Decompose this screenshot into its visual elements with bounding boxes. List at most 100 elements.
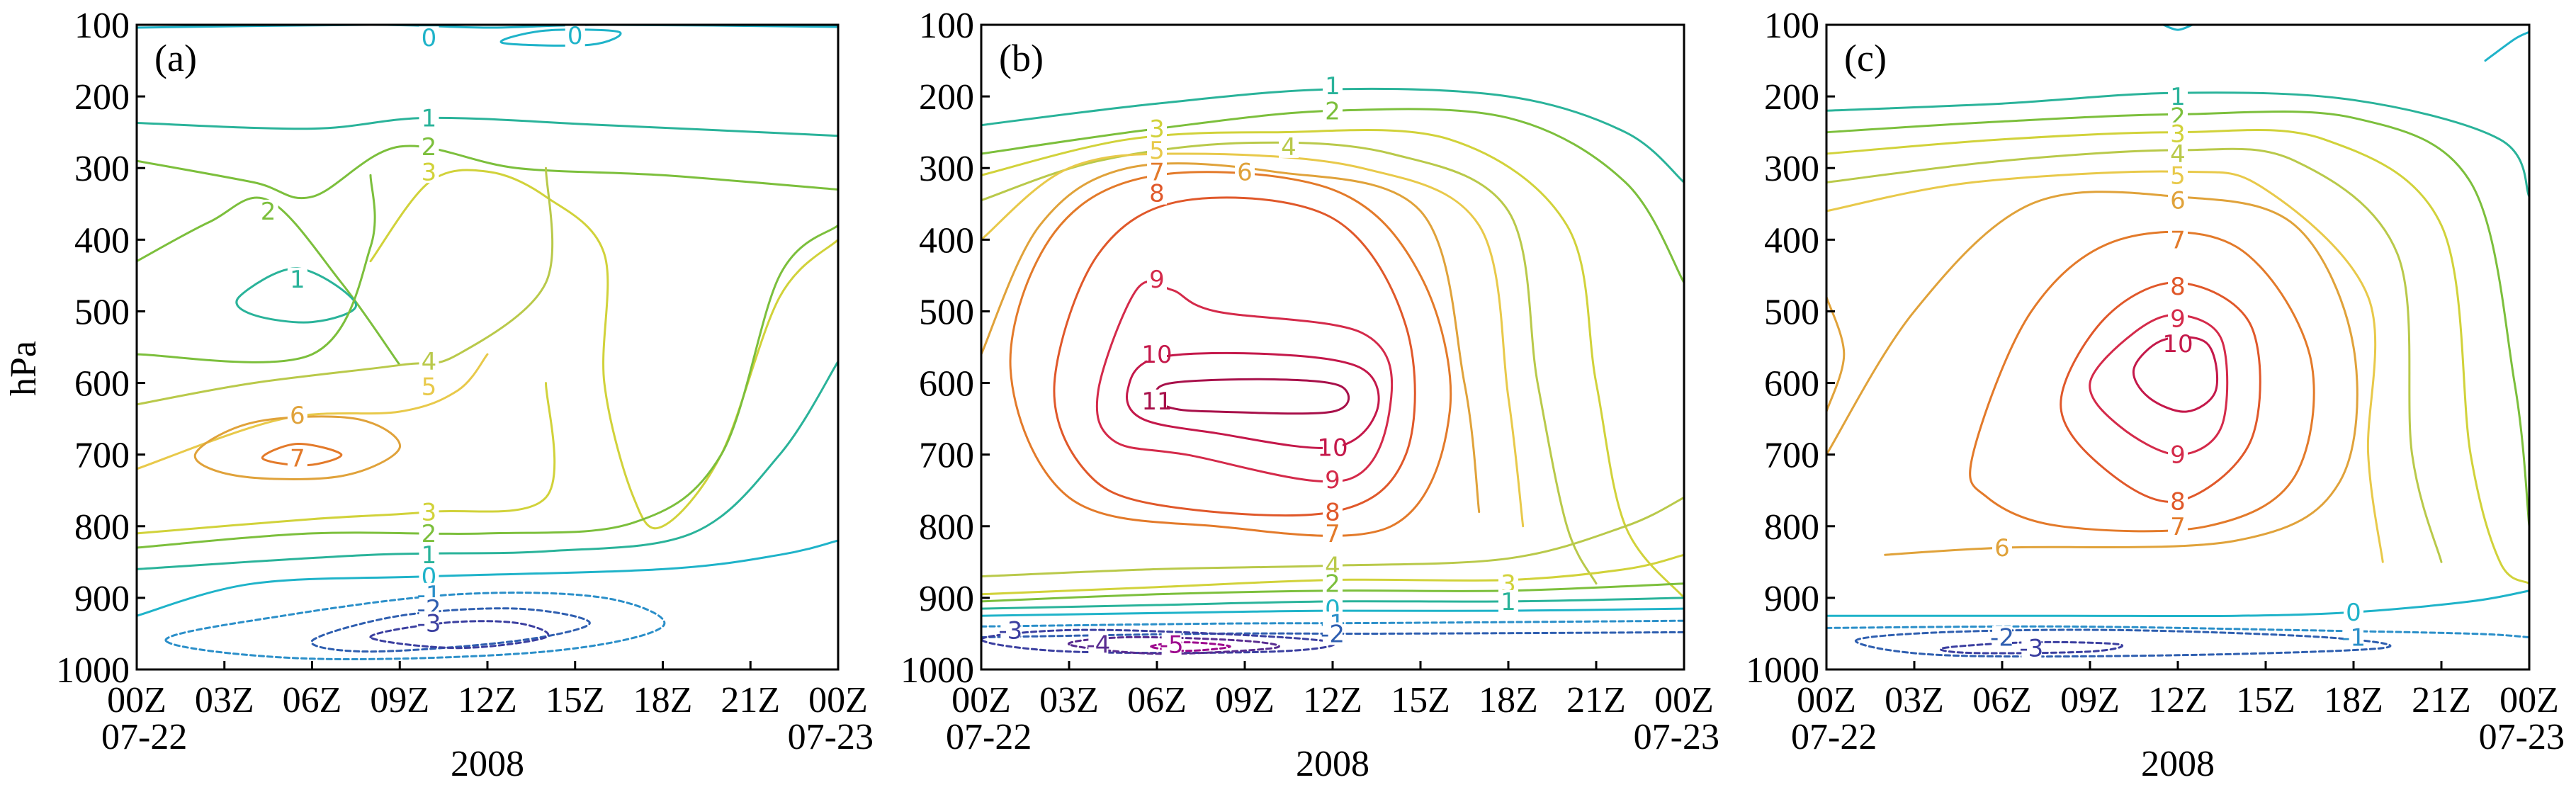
y-tick-label: 500 [74,292,130,332]
y-tick-label: 900 [1764,579,1819,619]
y-tick-label: 600 [1764,364,1819,405]
x-tick-label: 15Z [546,680,605,720]
y-tick-label: 100 [919,6,974,46]
y-tick-label: 100 [1764,6,1819,46]
contour-label-halo [1147,343,1167,366]
contour-label-halo [419,375,439,398]
x-tick-label: 00Z [1654,680,1714,720]
contour-line [1939,640,2124,655]
x-tick-label: 15Z [2236,680,2295,720]
contour-line [1826,295,1846,413]
contour-label: 7 [1325,520,1340,548]
contour-label: 4 [2170,140,2186,169]
contour-label-halo [1279,135,1299,158]
contour-label-halo [1323,74,1343,97]
contour-label: 6 [2170,187,2186,215]
contour-line [164,592,666,660]
x-tick-label: 18Z [633,680,693,720]
contour-label: 9 [1325,466,1340,494]
contour-line [1009,171,1452,537]
contour-label: 1 [422,541,437,570]
contour-line [499,28,622,47]
x-tick-label: 09Z [1215,680,1275,720]
contour-label: 0 [422,24,437,52]
contour-label-halo [1161,633,1182,656]
contour-label-halo [419,611,439,635]
contour-line [1826,110,2529,528]
x-tick-label: 00Z [808,680,868,720]
contour-line [1126,351,1380,449]
contour-line [1826,147,2443,563]
x-tick-label: 18Z [1479,680,1538,720]
contour-line [981,553,1684,596]
panel-tag: (b) [999,37,1044,79]
contour-label-halo [1992,626,2012,649]
panel-b: 12345678910111098742310-1-2-3-4-51002003… [900,6,1719,784]
contour-label-halo [2168,490,2188,513]
contour-line [1969,230,2315,533]
contour-label: 2 [1325,570,1340,599]
x-date-start: 07-22 [1791,717,1877,757]
x-tick-label: 18Z [2324,680,2383,720]
contour-label-halo [419,160,439,183]
y-tick-label: 700 [919,436,974,476]
contour-label: -2 [1990,624,2014,652]
contour-label: -3 [2019,635,2043,663]
contour-label: 6 [290,402,305,430]
x-date-end: 07-23 [1634,717,1719,757]
contour-label: 1 [290,266,305,294]
contour-label-halo [1323,521,1343,545]
contour-line [1826,129,2529,585]
x-tick-label: 00Z [1797,680,1856,720]
y-tick-label: 700 [74,436,130,476]
contour-label-halo [2168,122,2188,145]
contour-line [137,382,556,535]
contour-line [1826,91,2529,198]
x-tick-label: 12Z [2148,680,2208,720]
x-axis-label: 2008 [1296,744,1369,784]
x-tick-label: 03Z [1885,680,1944,720]
contour-label-halo [1323,500,1343,524]
contour-label: 3 [1149,115,1165,144]
contour-label-halo [1235,160,1255,183]
contour-label-halo [2344,601,2363,624]
contour-label-halo [1498,589,1518,613]
contour-label-halo [1147,267,1167,290]
contour-label: 2 [422,133,437,162]
contour-label-halo [1147,117,1167,140]
contour-line [369,169,838,530]
contour-line [1826,191,2358,556]
contour-label-halo [419,543,439,567]
y-tick-label: 700 [1764,436,1819,476]
contour-label-halo [1323,572,1343,595]
y-tick-label: 800 [74,507,130,548]
contour-label-halo [1992,536,2012,560]
x-axis-label: 2008 [451,744,524,784]
y-tick-label: 800 [919,507,974,548]
contour-label: 2 [261,198,276,226]
contour-label-halo [258,199,278,222]
contour-line [981,631,1684,638]
contour-label-halo [565,24,585,47]
contour-line [137,539,838,617]
contour-label: -1 [2341,624,2366,652]
contour-label: 2 [422,520,437,548]
panel-tag: (c) [1844,37,1887,79]
contour-label: 0 [2346,599,2361,627]
contour-line [2060,281,2261,503]
contour-label: 7 [290,445,305,473]
contour-label: 6 [1237,158,1253,186]
contour-label: 8 [2170,487,2186,516]
contour-label: -3 [998,616,1022,645]
contour-label: 9 [1149,266,1165,294]
contour-label: 10 [1317,434,1348,463]
contour-label-halo [2168,164,2188,187]
contour-label: -5 [1160,631,1184,660]
contour-label: 1 [2170,83,2186,111]
contour-label: -3 [417,609,441,638]
contour-label-halo [419,521,439,545]
contour-label: 4 [422,348,437,376]
contour-label-halo [1323,436,1343,459]
contour-label: 7 [2170,226,2186,254]
